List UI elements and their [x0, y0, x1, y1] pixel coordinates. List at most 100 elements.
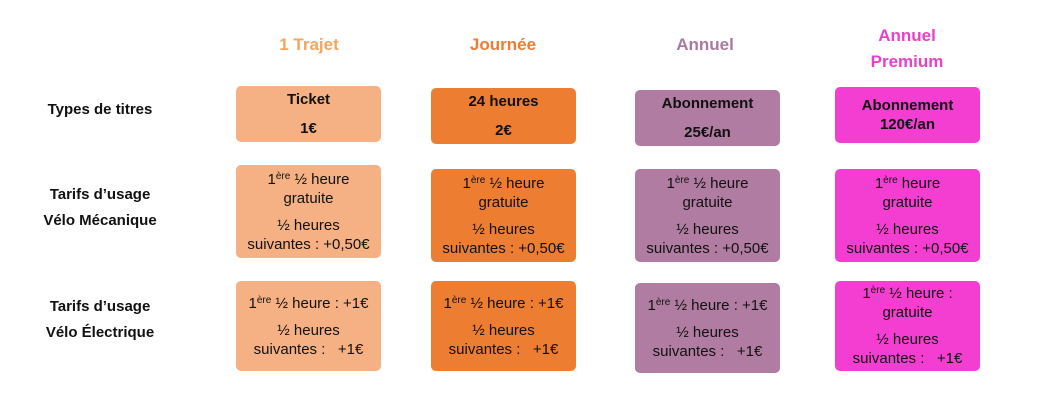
text: 1 — [267, 170, 276, 188]
text: ½ heure — [689, 174, 749, 192]
paragraph: ½ heures suivantes : +1€ — [853, 330, 963, 368]
price-cell: 1ère heure gratuite ½ heures suivantes : +0… — [835, 169, 980, 262]
label-line: Types de titres — [47, 101, 153, 118]
paragraph: 2€ — [495, 121, 512, 140]
price-cell: 1ère ½ heure : +1€ ½ heures suivantes : +1… — [236, 281, 381, 371]
paragraph: 1ère heure gratuite — [875, 174, 940, 212]
paragraph: 1€ — [300, 119, 317, 138]
text-line: 1ère ½ heure : +1€ — [444, 294, 564, 313]
text-line: suivantes : +0,50€ — [247, 235, 370, 253]
text-line: suivantes : +1€ — [448, 340, 559, 358]
text: ½ heure — [290, 170, 350, 188]
paragraph: ½ heures suivantes : +0,50€ — [846, 220, 968, 258]
text-line: ½ heures — [472, 321, 535, 339]
text-line: 1ère ½ heure — [267, 170, 349, 189]
price-cell: 1ère ½ heure : +1€ ½ heures suivantes : +1… — [431, 281, 576, 371]
paragraph: 1ère ½ heure : +1€ — [249, 294, 369, 313]
label-line: Tarifs d’usage — [49, 186, 151, 203]
row-label: Types de titres — [0, 97, 200, 123]
text: ½ heure — [485, 174, 545, 192]
paragraph: ½ heures suivantes : +1€ — [653, 323, 763, 361]
text-line: suivantes : +1€ — [253, 340, 364, 358]
column-header: Annuel Premium — [817, 23, 997, 75]
paragraph: Ticket — [287, 90, 330, 109]
row-label: Tarifs d’usage Vélo Électrique — [0, 294, 200, 346]
paragraph: 1ère ½ heure : +1€ — [444, 294, 564, 313]
text-line: gratuite — [882, 193, 933, 211]
column-header: Annuel — [615, 32, 795, 58]
price-cell: 24 heures 2€ — [431, 88, 576, 144]
paragraph: ½ heures suivantes : +0,50€ — [442, 220, 564, 258]
header-line: Annuel — [676, 35, 734, 54]
price-cell: 1ère ½ heure : gratuite ½ heures suivantes … — [835, 281, 980, 371]
paragraph: 25€/an — [684, 123, 731, 142]
paragraph: Abonnement — [662, 94, 754, 113]
price-cell: 1ère ½ heure gratuite ½ heures suivantes : … — [236, 165, 381, 258]
text-line: 1€ — [300, 120, 317, 137]
price-cell: 1ère ½ heure gratuite ½ heures suivantes : … — [635, 169, 780, 262]
header-line: Journée — [469, 35, 537, 54]
text-line: 120€/an — [879, 116, 936, 133]
paragraph: 1ère ½ heure gratuite — [666, 174, 748, 212]
row-label: Tarifs d’usage Vélo Mécanique — [0, 182, 200, 234]
text-line: ½ heures — [472, 220, 535, 238]
text-line: 1ère ½ heure : — [862, 284, 952, 303]
price-cell: 1ère ½ heure : +1€ ½ heures suivantes : +1… — [635, 283, 780, 373]
text: 1 — [443, 294, 452, 312]
paragraph: 24 heures — [468, 92, 538, 111]
paragraph: 1ère ½ heure : +1€ — [648, 296, 768, 315]
text-line: 24 heures — [468, 93, 539, 110]
text-line: Abonnement — [661, 95, 754, 112]
text-line: gratuite — [283, 189, 334, 207]
paragraph: ½ heures suivantes : +0,50€ — [247, 216, 369, 254]
superscript: ère — [275, 170, 291, 182]
paragraph: ½ heures suivantes : +1€ — [449, 321, 559, 359]
text: 1 — [666, 174, 675, 192]
text-line: 2€ — [495, 122, 512, 139]
superscript: ère — [674, 174, 690, 186]
superscript: ère — [870, 285, 886, 296]
text: 1 — [462, 174, 471, 192]
superscript: ère — [883, 174, 898, 186]
superscript: ère — [655, 296, 671, 308]
paragraph: ½ heures suivantes : +1€ — [254, 321, 364, 359]
text: ½ heure : +1€ — [670, 296, 768, 314]
text: 1 — [874, 174, 884, 192]
text-line: 1ère ½ heure : +1€ — [249, 294, 369, 313]
text-line: 1ère ½ heure — [666, 174, 748, 193]
label-line: Vélo Mécanique — [43, 212, 157, 229]
text-line: ½ heures — [876, 331, 939, 348]
price-cell: Abonnement 120€/an — [835, 87, 980, 143]
text-line: ½ heures — [676, 323, 739, 341]
text: 1 — [248, 294, 257, 312]
text-line: 1ère ½ heure : +1€ — [648, 296, 768, 315]
text-line: Ticket — [286, 91, 331, 108]
text-line: ½ heures — [676, 220, 739, 238]
paragraph: ½ heures suivantes : +0,50€ — [646, 220, 768, 258]
text: ½ heure : +1€ — [271, 294, 369, 312]
label-line: Tarifs d’usage — [49, 298, 151, 315]
text: ½ heure : +1€ — [466, 294, 564, 312]
text-line: 1ère heure — [875, 174, 940, 193]
price-cell: 1ère ½ heure gratuite ½ heures suivantes : … — [431, 169, 576, 262]
text: 1 — [862, 285, 871, 302]
text-line: suivantes : +1€ — [852, 350, 963, 367]
text-line: gratuite — [478, 193, 529, 211]
price-cell: Abonnement 25€/an — [635, 90, 780, 146]
superscript: ère — [470, 174, 486, 186]
text-line: 1ère ½ heure — [462, 174, 544, 193]
text-line: suivantes : +1€ — [652, 342, 763, 360]
paragraph: 1ère ½ heure gratuite — [267, 170, 349, 208]
text-line: suivantes : +0,50€ — [846, 239, 969, 257]
text-line: gratuite — [682, 193, 733, 211]
superscript: ère — [451, 294, 467, 306]
text-line: suivantes : +0,50€ — [646, 239, 769, 257]
text-line: gratuite — [882, 304, 933, 321]
text: heure — [897, 174, 941, 192]
text-line: ½ heures — [277, 321, 340, 339]
text: ½ heure : — [885, 285, 953, 302]
column-header: Journée — [413, 32, 593, 58]
header-line: Annuel — [878, 26, 936, 45]
paragraph: 1ère ½ heure gratuite — [462, 174, 544, 212]
